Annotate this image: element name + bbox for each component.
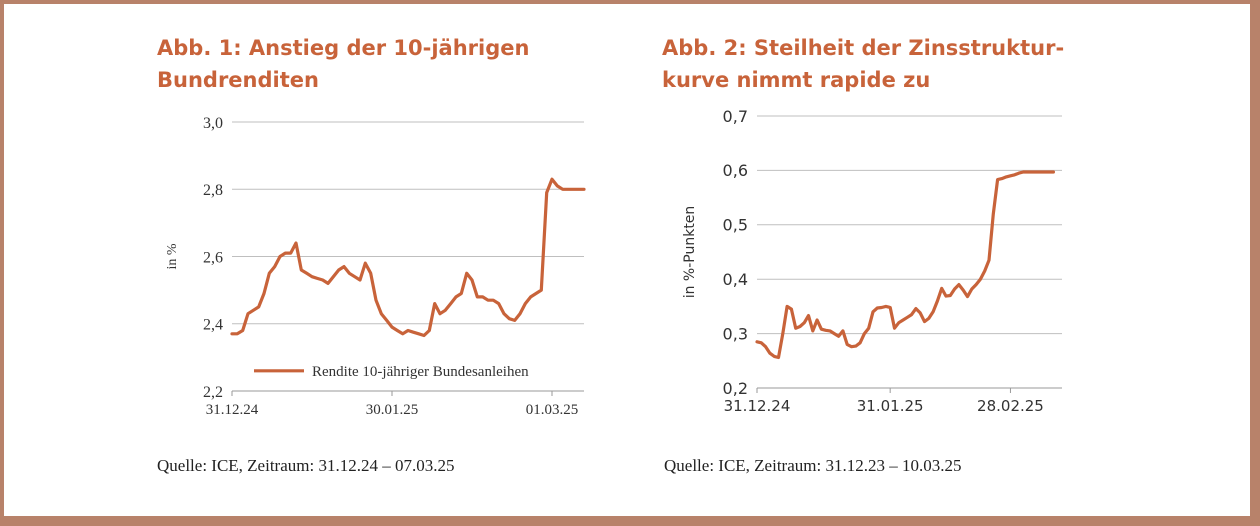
chart-1-plot: 2,2 2,4 2,6 2,8 3,0 31.12.24 30.01.25 01.03.25 i… bbox=[165, 115, 586, 418]
chart-2-title-line1: Abb. 2: Steilheit der Zinsstruktur- bbox=[662, 36, 1065, 60]
chart-2-xtick-label: 28.02.25 bbox=[977, 397, 1044, 415]
chart-1-legend-label: Rendite 10-jähriger Bundesanleihen bbox=[312, 364, 529, 380]
chart-2-series-line bbox=[755, 170, 1055, 360]
chart-2-ylabel: in %-Punkten bbox=[682, 206, 698, 299]
chart-2-ytick-label: 0,3 bbox=[723, 324, 748, 343]
chart-1-ytick-label: 2,8 bbox=[203, 182, 223, 199]
chart-1-ytick-label: 2,2 bbox=[203, 384, 223, 401]
chart-2-ytick-label: 0,5 bbox=[723, 216, 748, 235]
chart-1-ytick-label: 2,6 bbox=[203, 249, 223, 266]
chart-1-source: Quelle: ICE, Zeitraum: 31.12.24 – 07.03.… bbox=[157, 456, 455, 475]
chart-1-xtick-label: 31.12.24 bbox=[206, 402, 259, 418]
chart-1-ytick-label: 3,0 bbox=[203, 115, 223, 132]
chart-2-ytick-label: 0,2 bbox=[723, 379, 748, 398]
chart-1-xtick-label: 01.03.25 bbox=[526, 402, 579, 418]
chart-2-xtick-label: 31.12.24 bbox=[724, 397, 791, 415]
chart-1-title-line1: Abb. 1: Anstieg der 10-jährigen bbox=[157, 36, 530, 60]
chart-2-plot: 0,2 0,3 0,4 0,5 0,6 0,7 31.12.24 31.01.25 28.02.… bbox=[682, 107, 1062, 415]
chart-1-xtick-label: 30.01.25 bbox=[366, 402, 419, 418]
chart-2-ytick-label: 0,6 bbox=[723, 161, 748, 180]
chart-2-ytick-label: 0,4 bbox=[723, 270, 748, 289]
figure-frame: Abb. 1: Anstieg der 10-jährigen Bundrend… bbox=[4, 4, 1250, 516]
chart-2-source: Quelle: ICE, Zeitraum: 31.12.23 – 10.03.… bbox=[664, 456, 962, 475]
chart-1-series-line bbox=[230, 177, 586, 338]
chart-2-xtick-label: 31.01.25 bbox=[857, 397, 924, 415]
chart-1-ytick-label: 2,4 bbox=[203, 317, 223, 334]
chart-2-title-line2: kurve nimmt rapide zu bbox=[662, 68, 931, 92]
chart-1-title-line2: Bundrenditen bbox=[157, 68, 319, 92]
chart-2-ytick-label: 0,7 bbox=[723, 107, 748, 126]
chart-1-ylabel: in % bbox=[165, 243, 180, 269]
